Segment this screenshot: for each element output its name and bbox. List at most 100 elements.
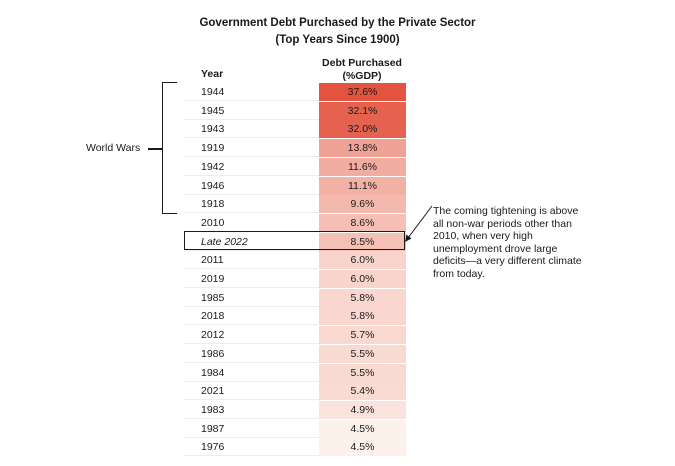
heat-cell — [319, 419, 406, 438]
value-label: 5.5% — [350, 366, 375, 379]
year-label: 2010 — [201, 216, 225, 229]
column-header-year: Year — [201, 68, 224, 80]
heat-cell — [319, 83, 406, 101]
value-label: 5.8% — [350, 291, 375, 304]
value-label: 4.5% — [350, 441, 375, 454]
world-wars-bracket-tick — [148, 148, 162, 150]
value-label: 6.0% — [350, 254, 375, 267]
table-row: 1985 5.8% — [184, 288, 406, 307]
heat-cell — [319, 139, 406, 158]
year-label: 1986 — [201, 347, 225, 360]
row-divider — [184, 436, 319, 438]
row-divider — [184, 137, 319, 139]
row-divider — [184, 174, 319, 176]
annotation-arrow-line — [407, 205, 433, 239]
row-divider — [184, 287, 319, 288]
row-divider — [184, 305, 319, 307]
value-label: 13.8% — [347, 142, 378, 155]
column-header-debt: Debt Purchased (%GDP) — [312, 57, 412, 83]
value-label: 32.0% — [347, 123, 378, 136]
row-divider — [184, 455, 319, 457]
row-divider — [184, 156, 319, 158]
heat-cell — [319, 438, 406, 457]
heat-cell — [319, 382, 406, 401]
table-row: 1946 11.1% — [184, 176, 406, 195]
annotation-arrow-head — [405, 234, 412, 242]
table-row: 1983 4.9% — [184, 400, 406, 419]
heat-cell — [319, 251, 406, 270]
year-label: 1987 — [201, 422, 225, 435]
row-divider — [184, 100, 319, 101]
heat-cell — [319, 213, 406, 232]
table-row: 1944 37.6% — [184, 83, 406, 101]
value-label: 8.5% — [350, 235, 375, 248]
table-row: 2021 5.4% — [184, 382, 406, 401]
value-label: 8.6% — [350, 216, 375, 229]
heat-cell — [319, 232, 406, 251]
table-row: 1919 13.8% — [184, 139, 406, 158]
year-label: 1918 — [201, 198, 225, 211]
value-label: 4.5% — [350, 422, 375, 435]
heat-cell — [319, 363, 406, 382]
year-label: 1942 — [201, 160, 225, 173]
year-label: 2021 — [201, 385, 225, 398]
table-row: 1943 32.0% — [184, 120, 406, 139]
value-label: 6.0% — [350, 273, 375, 285]
value-label: 5.4% — [350, 385, 375, 398]
heat-cell — [319, 326, 406, 345]
row-divider — [184, 417, 319, 419]
world-wars-bracket — [162, 82, 177, 214]
chart-subtitle: (Top Years Since 1900) — [275, 34, 400, 46]
value-label: 4.9% — [350, 403, 375, 416]
table-row: 1986 5.5% — [184, 344, 406, 363]
annotation-note: The coming tightening is above all non-w… — [433, 205, 582, 280]
row-divider — [184, 249, 319, 251]
year-label: 1944 — [201, 86, 225, 98]
value-label: 5.7% — [350, 329, 375, 342]
year-label: 2012 — [201, 329, 225, 342]
row-divider — [184, 380, 319, 382]
table-row: 2019 6.0% — [184, 270, 406, 288]
value-label: 5.8% — [350, 310, 375, 323]
table-row: 2011 6.0% — [184, 251, 406, 270]
table-row: 1945 32.1% — [184, 101, 406, 120]
heat-cell — [319, 120, 406, 139]
year-label: 1976 — [201, 441, 225, 454]
world-wars-label: World Wars — [86, 142, 141, 154]
year-label: 1943 — [201, 123, 225, 136]
year-label: 2011 — [201, 254, 224, 267]
row-divider — [184, 193, 319, 195]
table-row: 1987 4.5% — [184, 419, 406, 438]
table-row: Late 2022 8.5% — [184, 232, 406, 251]
year-label: 1919 — [201, 142, 225, 155]
year-label: 1985 — [201, 291, 225, 304]
year-label: 1983 — [201, 403, 225, 416]
table-row: 2012 5.7% — [184, 326, 406, 345]
year-label: Late 2022 — [201, 235, 248, 248]
heat-cell — [319, 157, 406, 176]
year-label: 1945 — [201, 104, 225, 117]
table-row: 1984 5.5% — [184, 363, 406, 382]
column-header-debt-line1: Debt Purchased — [322, 57, 402, 69]
late-2022-highlight-box — [184, 231, 405, 250]
heat-cell — [319, 288, 406, 307]
heat-cell — [319, 270, 406, 288]
heat-cell — [319, 307, 406, 326]
chart-title: Government Debt Purchased by the Private… — [199, 17, 476, 29]
row-divider — [184, 361, 319, 363]
row-divider — [184, 324, 319, 326]
year-label: 1984 — [201, 366, 225, 379]
table-row: 1918 9.6% — [184, 195, 406, 214]
heat-cell — [319, 101, 406, 120]
column-header-debt-line2: (%GDP) — [342, 70, 382, 82]
heat-cell — [319, 344, 406, 363]
row-divider — [184, 268, 319, 270]
year-label: 2018 — [201, 310, 225, 323]
value-label: 5.5% — [350, 347, 375, 360]
value-label: 37.6% — [347, 86, 378, 98]
table-row: 1942 11.6% — [184, 157, 406, 176]
table-row: 1976 4.5% — [184, 438, 406, 457]
row-divider — [184, 212, 319, 214]
value-label: 11.6% — [348, 160, 377, 173]
